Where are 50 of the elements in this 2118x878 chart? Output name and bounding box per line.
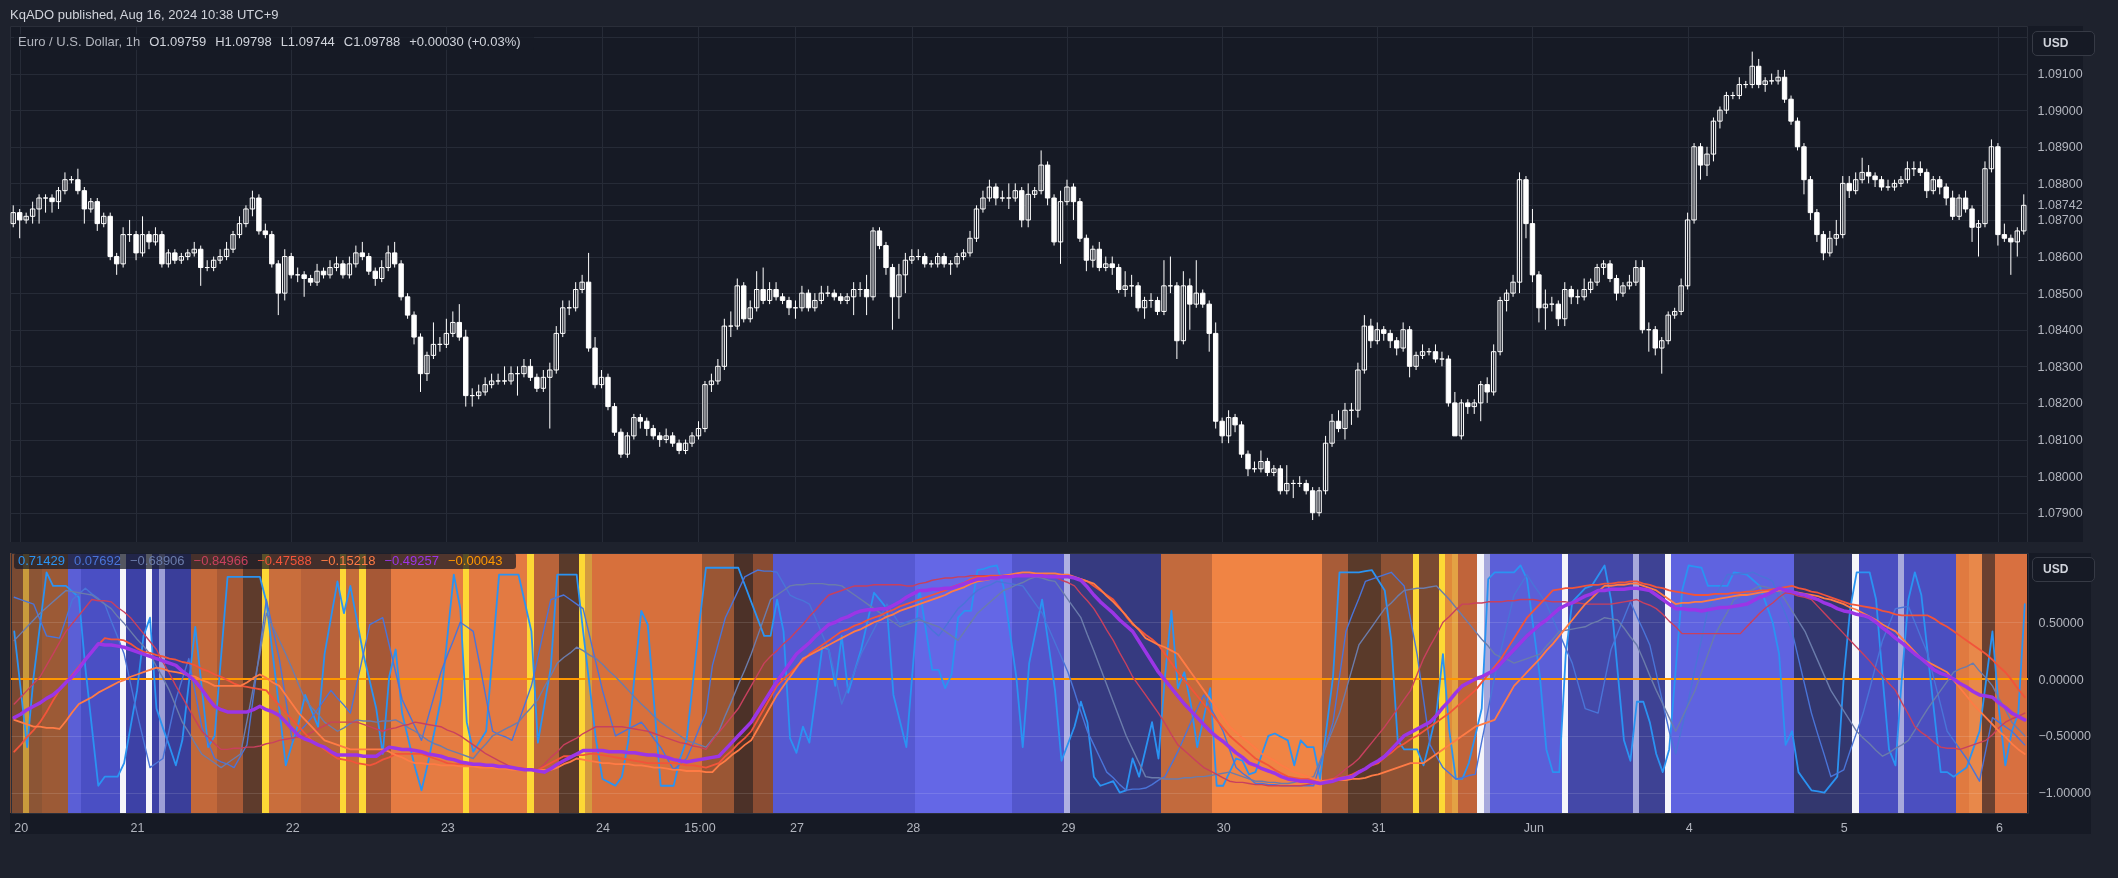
y-tick-label: 1.08800 (2037, 176, 2083, 191)
x-tick-label: 21 (130, 820, 145, 835)
y-tick-label: 1.08400 (2037, 323, 2083, 338)
x-tick-label: 15:00 (684, 820, 716, 835)
annotation: C1.09788 (343, 34, 401, 49)
y-axis-title: USD (2032, 31, 2096, 56)
y-tick-label: 1.08700 (2037, 213, 2083, 228)
x-tick-label: 20 (14, 820, 29, 835)
y-tick-label: 1.08500 (2037, 286, 2083, 301)
y-tick-label: 1.08000 (2037, 469, 2083, 484)
text: Euro / U.S. Dollar, 1h (18, 34, 141, 49)
annotation: −0.00043 (447, 553, 503, 568)
annotation: 0.07692 (74, 553, 121, 568)
x-tick-label: 22 (285, 820, 300, 835)
y-axis-title: USD (2032, 557, 2096, 582)
y-tick-label: −1.00000 (2038, 786, 2092, 801)
y-tick-label: 1.09000 (2037, 103, 2083, 118)
annotation: −0.47588 (257, 553, 312, 568)
y-tick-label: 1.08100 (2037, 433, 2083, 448)
y-tick-label: 0.50000 (2038, 615, 2084, 630)
y-tick-label: 1.08900 (2037, 140, 2083, 155)
x-tick-label: 6 (1995, 820, 2003, 835)
y-tick-label: 1.08300 (2037, 359, 2083, 374)
y-tick-label: 1.08200 (2037, 396, 2083, 411)
annotation: O1.09759 (149, 34, 207, 49)
y-tick-label: 1.08742 (2037, 198, 2083, 213)
y-tick-label: 0.00000 (2038, 672, 2084, 687)
chart-subtitle: KqADO published, Aug 16, 2024 10:38 UTC+9 (10, 7, 279, 23)
x-tick-label: 24 (596, 820, 611, 835)
x-tick-label: Jun (1523, 820, 1545, 835)
y-tick-label: 1.08600 (2037, 250, 2083, 265)
annotation: −0.84966 (193, 553, 249, 568)
x-tick-label: 23 (440, 820, 455, 835)
y-tick-label: 1.07900 (2037, 506, 2083, 521)
annotation: −0.15218 (320, 553, 376, 568)
x-tick-label: 5 (1840, 820, 1848, 835)
annotation: −0.68906 (130, 553, 185, 568)
x-tick-label: 4 (1685, 820, 1693, 835)
annotation: L1.09744 (280, 34, 335, 49)
annotation: +0.00030 (+0.03%) (409, 34, 521, 49)
y-tick-label: 1.09100 (2037, 67, 2083, 82)
x-tick-label: 31 (1371, 820, 1386, 835)
x-tick-label: 28 (906, 820, 921, 835)
x-tick-label: 30 (1216, 820, 1231, 835)
annotation: H1.09798 (215, 34, 272, 49)
x-tick-label: 29 (1061, 820, 1076, 835)
y-tick-label: −0.50000 (2038, 729, 2092, 744)
annotation: 0.71429 (18, 553, 65, 568)
x-tick-label: 27 (790, 820, 804, 835)
annotation: −0.49257 (384, 553, 439, 568)
